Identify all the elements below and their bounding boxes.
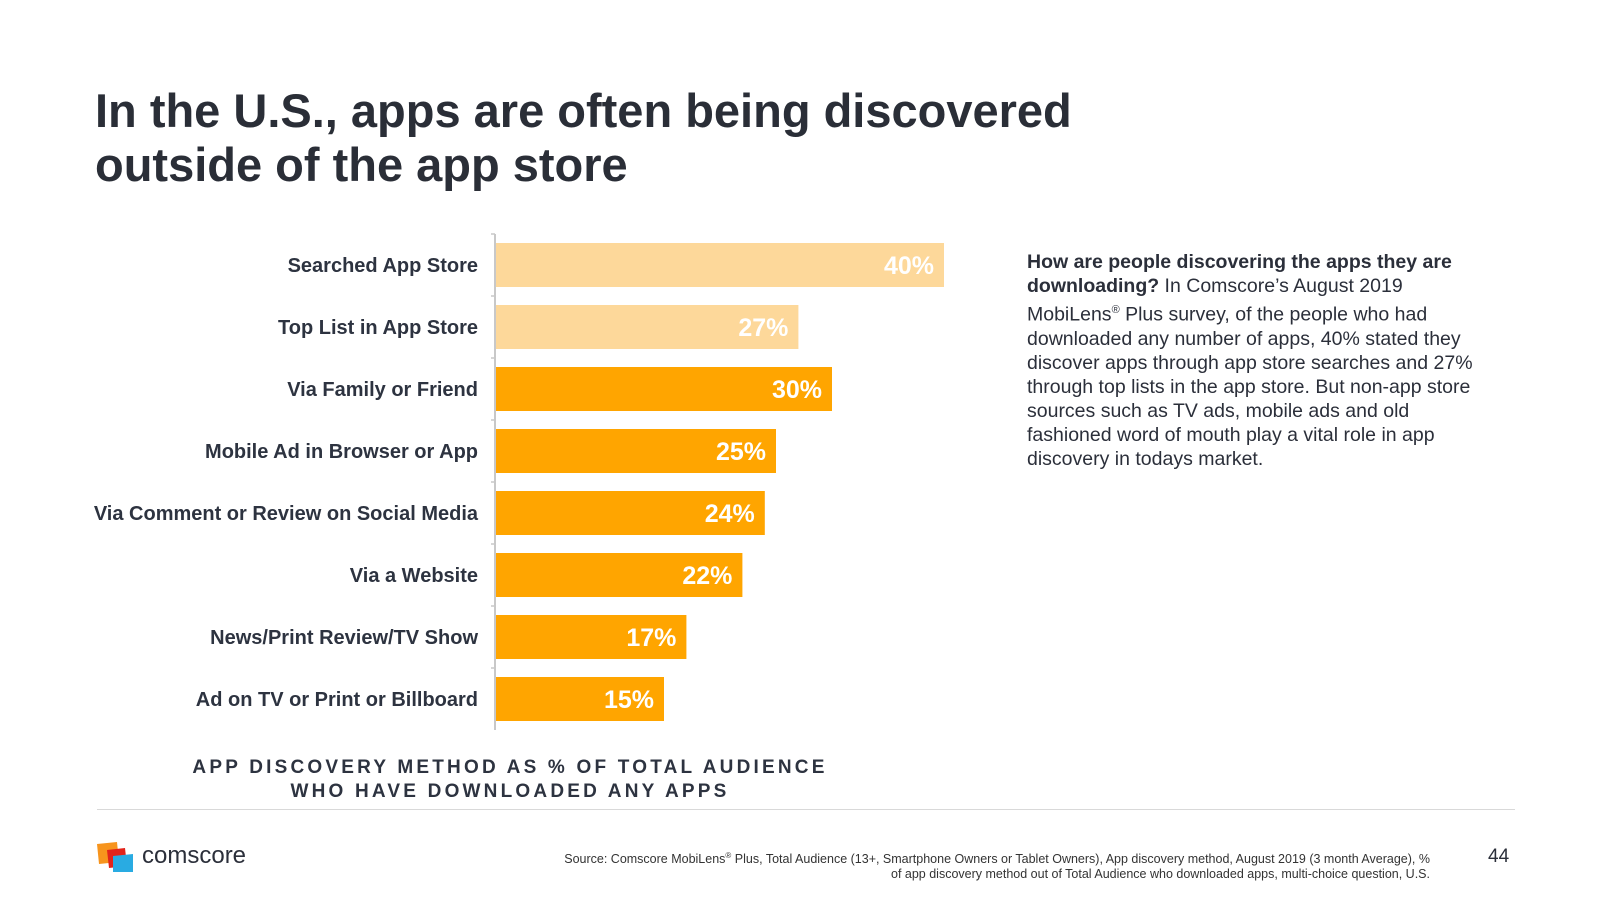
page-number: 44: [1488, 846, 1510, 867]
data-label: 27%: [738, 314, 788, 342]
source-note-line-2: of app discovery method out of Total Aud…: [891, 867, 1430, 882]
description-body-part-1: In Comscore’s August 2019 MobiLens: [1027, 275, 1403, 326]
bar: [496, 243, 944, 287]
category-label: Via Comment or Review on Social Media: [94, 503, 479, 525]
bar: [496, 429, 776, 473]
page-title-line-2: outside of the app store: [95, 138, 628, 191]
data-label: 22%: [682, 562, 732, 590]
page-title-line-1: In the U.S., apps are often being discov…: [95, 84, 1072, 137]
category-label: Mobile Ad in Browser or App: [205, 441, 478, 463]
data-label: 30%: [772, 376, 822, 404]
bar: [496, 305, 799, 349]
category-label: News/Print Review/TV Show: [210, 627, 478, 649]
category-label: Via Family or Friend: [287, 379, 478, 401]
comscore-logo-text: comscore: [142, 842, 247, 869]
bar: [496, 677, 664, 721]
source-part-1: Source: Comscore MobiLens: [564, 852, 726, 867]
description-body-part-2: Plus survey, of the people who had downl…: [1027, 303, 1473, 470]
chart-caption-line-1: APP DISCOVERY METHOD AS % OF TOTAL AUDIE…: [192, 757, 828, 778]
data-label: 17%: [626, 624, 676, 652]
bar: [496, 615, 687, 659]
registered-mark: ®: [1111, 304, 1120, 316]
source-registered-mark: ®: [725, 851, 732, 860]
category-label: Searched App Store: [288, 255, 478, 277]
comscore-logo-icon: [97, 842, 133, 872]
data-label: 24%: [705, 500, 755, 528]
source-part-2: Plus, Total Audience (13+, Smartphone Ow…: [731, 852, 1430, 867]
source-note-line-1: Source: Comscore MobiLens® Plus, Total A…: [470, 848, 1430, 867]
data-label: 25%: [716, 438, 766, 466]
bar: [496, 367, 832, 411]
discovery-description: How are people discovering the apps they…: [1027, 250, 1497, 471]
data-label: 15%: [604, 686, 654, 714]
description-question: How are people discovering the apps they…: [1027, 251, 1452, 297]
chart-caption-line-2: WHO HAVE DOWNLOADED ANY APPS: [290, 781, 730, 802]
data-label: 40%: [884, 252, 934, 280]
bar: [496, 491, 765, 535]
source-note: Source: Comscore MobiLens® Plus, Total A…: [470, 848, 1430, 882]
footer-divider: [97, 809, 1515, 810]
category-label: Top List in App Store: [278, 317, 478, 339]
category-label: Via a Website: [350, 565, 478, 587]
page-title: In the U.S., apps are often being discov…: [95, 84, 1195, 192]
bar: [496, 553, 743, 597]
category-label: Ad on TV or Print or Billboard: [196, 689, 478, 711]
